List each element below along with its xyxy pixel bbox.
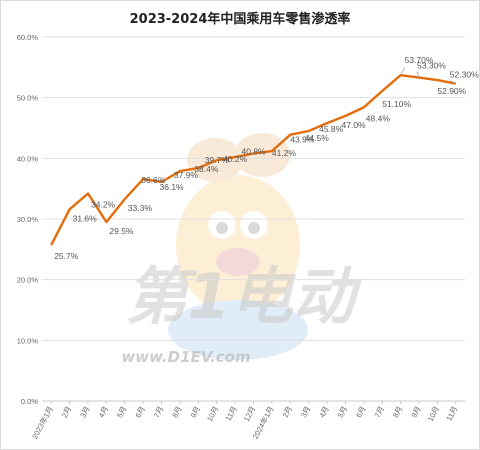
x-tick-label: 5月 (336, 405, 349, 420)
data-label: 37.9% (174, 170, 199, 180)
x-tick-label: 4月 (97, 405, 110, 420)
x-tick-label: 7月 (152, 405, 165, 420)
data-label: 47.0% (342, 120, 367, 130)
x-tick-label: 9月 (189, 405, 202, 420)
x-tick-label: 4月 (317, 405, 330, 420)
data-label: 52.30% (450, 70, 479, 80)
data-label: 33.3% (128, 203, 153, 213)
y-tick-label: 40.0% (17, 154, 39, 163)
x-tick-label: 7月 (373, 405, 386, 420)
data-labels: 25.7% 31.6% 34.2% 29.5% 33.3% 36.6%36.1% 37.9%… (54, 55, 479, 261)
data-label: 52.90% (437, 86, 466, 96)
data-label: 41.2% (272, 148, 297, 158)
url-watermark: www.D1EV.com (121, 348, 250, 366)
label-leader-line (416, 71, 420, 78)
x-tick-label: 10月 (426, 405, 441, 423)
data-label: 25.7% (54, 251, 79, 261)
data-label: 45.8% (319, 124, 344, 134)
x-tick-label: 9月 (409, 405, 422, 420)
x-tick-label: 2月 (60, 405, 73, 420)
data-label: 38.4% (194, 164, 219, 174)
data-label: 34.2% (91, 200, 116, 210)
x-tick-label: 8月 (391, 405, 404, 420)
label-leader-line (449, 80, 456, 85)
series-line (50, 74, 457, 246)
x-tick-label: 8月 (170, 405, 183, 420)
data-label: 53.70% (405, 55, 434, 65)
data-label: 53.30% (417, 61, 446, 71)
mascot-watermark (168, 133, 308, 360)
brand-watermark: 第1电动 (125, 260, 362, 333)
data-label: 39.7% (205, 155, 230, 165)
y-tick-label: 10.0% (17, 336, 39, 345)
x-tick-label: 10月 (205, 405, 220, 423)
data-label: 40.2% (223, 154, 248, 164)
data-label: 48.4% (366, 113, 391, 123)
x-tick-label: 12月 (242, 405, 257, 423)
y-tick-label: 50.0% (17, 94, 39, 103)
data-label: 36.1% (160, 182, 185, 192)
y-tick-label: 30.0% (17, 215, 39, 224)
x-tick-label: 5月 (115, 405, 128, 420)
data-label: 51.10% (382, 99, 411, 109)
y-tick-label: 0.0% (21, 397, 38, 406)
data-label: 44.5% (305, 133, 330, 143)
data-label: 36.6% (141, 175, 166, 185)
x-tick-label: 2023年1月 (29, 404, 55, 440)
x-tick-label: 2月 (281, 405, 294, 420)
x-tick-label: 6月 (133, 405, 146, 420)
x-tick-label: 6月 (354, 405, 367, 420)
y-axis: 0.0% 10.0% 20.0% 30.0% 40.0% 50.0% 60.0% (17, 33, 39, 406)
y-tick-label: 20.0% (17, 276, 39, 285)
x-tick-label: 3月 (299, 405, 312, 420)
data-label: 40.8% (242, 147, 267, 157)
chart-title: 2023-2024年中国乘用车零售渗透率 (129, 12, 351, 27)
label-leader-line (400, 67, 405, 76)
data-label: 43.9% (290, 135, 315, 145)
x-tick-label: 11月 (224, 405, 239, 423)
data-label: 29.5% (109, 226, 134, 236)
data-label: 31.6% (73, 213, 98, 223)
y-tick-label: 60.0% (17, 33, 39, 42)
x-tick-label: 3月 (78, 405, 91, 420)
x-tick-label: 11月 (444, 405, 459, 423)
